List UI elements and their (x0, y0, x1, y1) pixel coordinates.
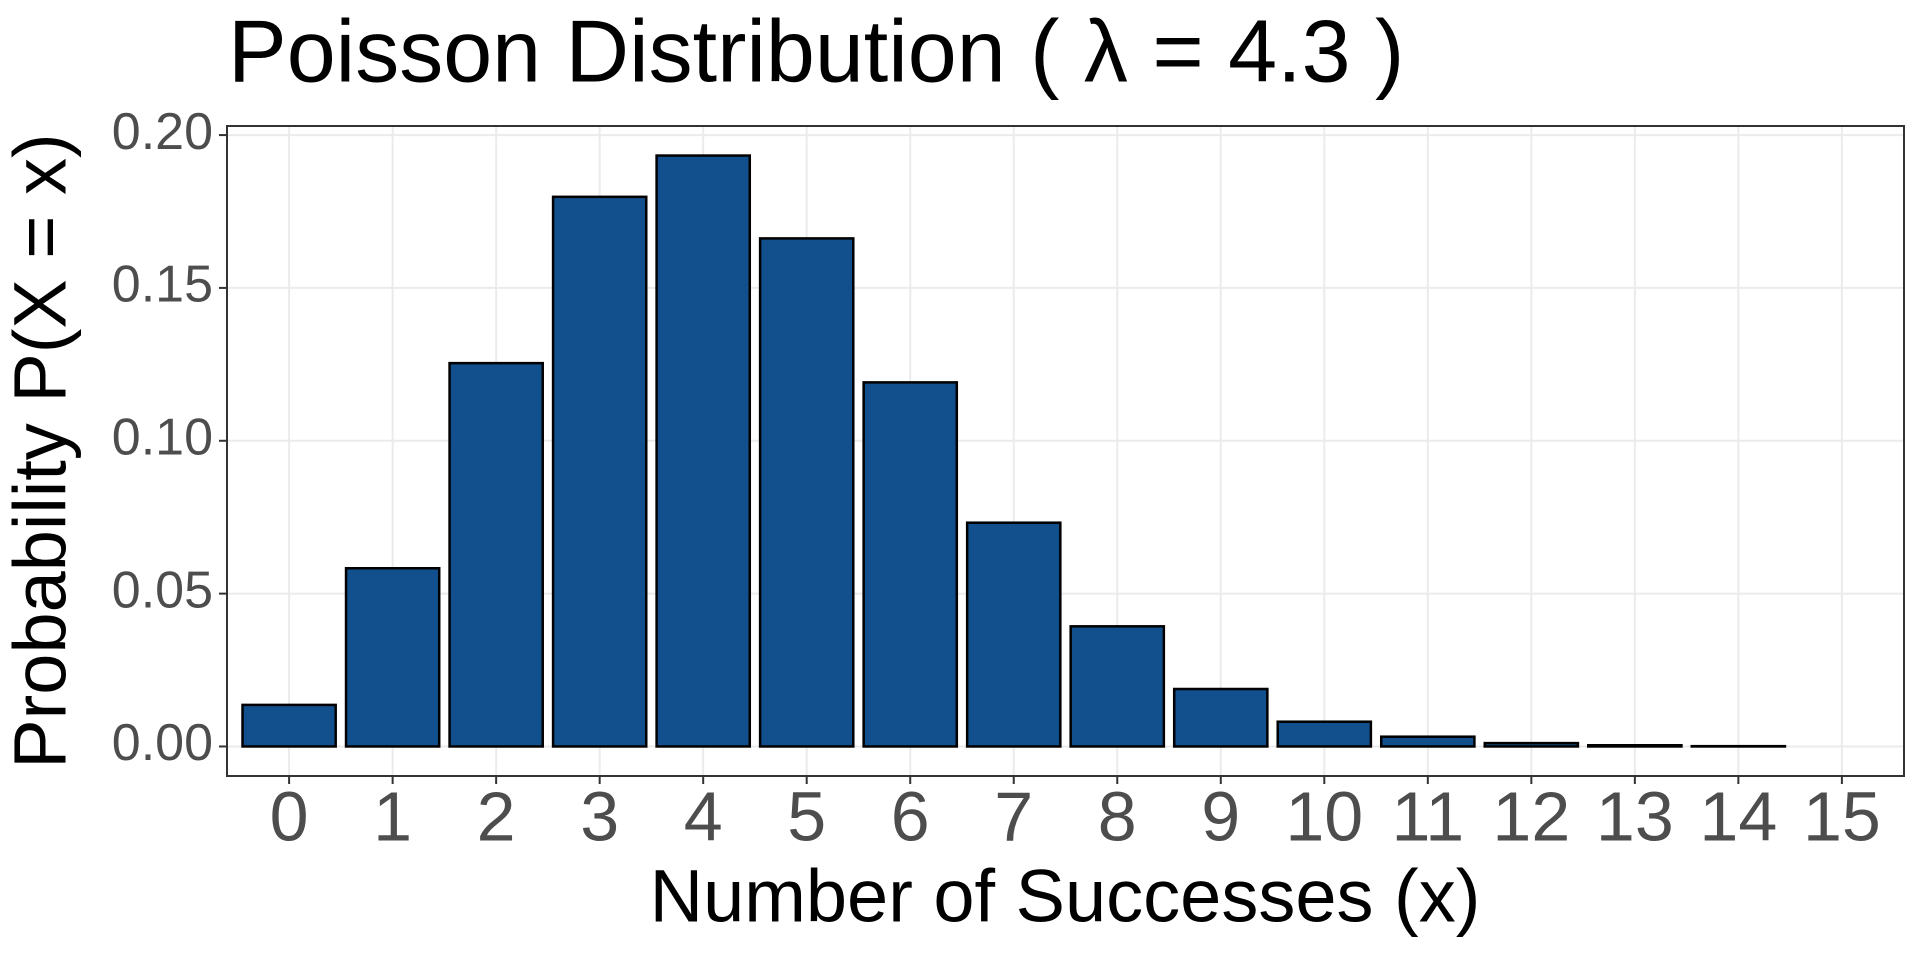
x-tick-label: 13 (1596, 777, 1674, 855)
bar (1587, 743, 1683, 748)
bar (1483, 741, 1580, 748)
bar (965, 521, 1062, 748)
bar (655, 154, 752, 748)
x-tick-label: 2 (477, 777, 516, 855)
bar (1172, 687, 1269, 748)
x-tick-label: 7 (994, 777, 1033, 855)
x-tick-label: 14 (1699, 777, 1777, 855)
x-axis-title: Number of Successes (x) (650, 855, 1481, 938)
bar (1379, 735, 1476, 748)
y-tick-label: 0.00 (112, 714, 213, 772)
y-axis-title: Probability P(X = x) (0, 133, 82, 768)
x-tick-label: 1 (373, 777, 412, 855)
chart-title: Poisson Distribution ( λ = 4.3 ) (228, 1, 1404, 100)
x-tick-label: 10 (1285, 777, 1363, 855)
panel-border (226, 125, 1905, 777)
bar (344, 566, 441, 748)
x-tick-label: 15 (1803, 777, 1881, 855)
bar (862, 381, 959, 748)
x-tick-label: 3 (580, 777, 619, 855)
bar (551, 195, 648, 748)
y-tick-label: 0.10 (112, 409, 213, 467)
y-tick-label: 0.05 (112, 561, 213, 619)
x-tick-label: 9 (1201, 777, 1240, 855)
bar (241, 703, 337, 748)
bar (758, 237, 855, 748)
x-tick-label: 11 (1391, 777, 1464, 855)
x-tick-label: 12 (1492, 777, 1570, 855)
x-tick-label: 4 (684, 777, 723, 855)
x-tick-label: 0 (270, 777, 309, 855)
bar (1276, 720, 1373, 748)
bar (1069, 625, 1166, 748)
x-tick-label: 8 (1098, 777, 1137, 855)
y-tick-label: 0.15 (112, 256, 213, 314)
x-tick-label: 6 (891, 777, 930, 855)
x-tick-label: 5 (787, 777, 826, 855)
y-tick-label: 0.20 (112, 103, 213, 161)
bar (448, 361, 544, 748)
